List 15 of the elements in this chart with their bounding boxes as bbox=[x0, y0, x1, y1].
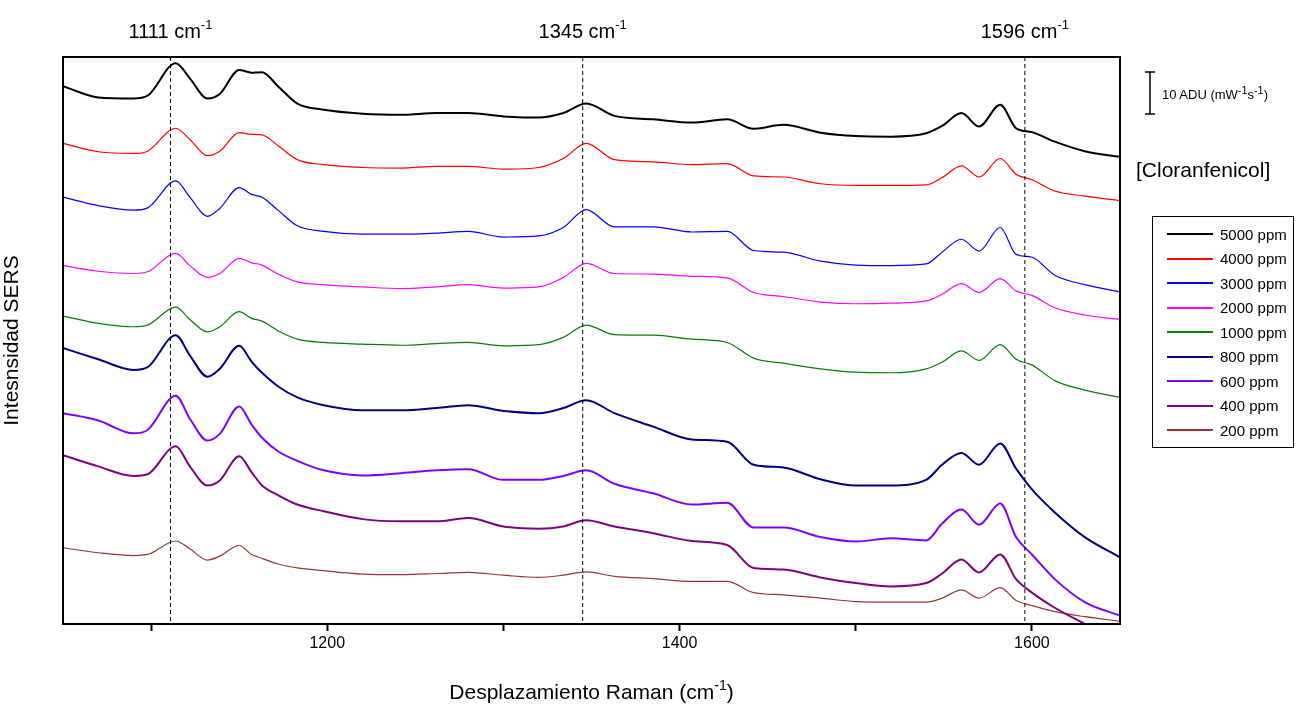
x-tick-label: 1400 bbox=[661, 634, 698, 652]
y-axis-title: Intesnsidad SERS bbox=[0, 255, 23, 426]
legend-label: 2000 ppm bbox=[1220, 299, 1287, 317]
legend-label: 200 ppm bbox=[1220, 421, 1279, 439]
legend-label: 800 ppm bbox=[1220, 348, 1279, 366]
legend-label: 5000 ppm bbox=[1220, 225, 1287, 243]
legend-label: 600 ppm bbox=[1220, 372, 1279, 390]
legend-title: [Cloranfenicol] bbox=[1136, 158, 1271, 182]
text: 10 ADU (mW$^{-1}$s$^{-1}$) bbox=[1162, 83, 1268, 103]
x-tick-label: 1600 bbox=[1014, 634, 1050, 652]
legend-label: 1000 ppm bbox=[1220, 323, 1287, 341]
legend-label: 4000 ppm bbox=[1220, 250, 1287, 268]
legend-label: 400 ppm bbox=[1220, 397, 1279, 415]
x-tick-label: 1200 bbox=[309, 634, 346, 652]
legend-label: 3000 ppm bbox=[1220, 274, 1287, 292]
